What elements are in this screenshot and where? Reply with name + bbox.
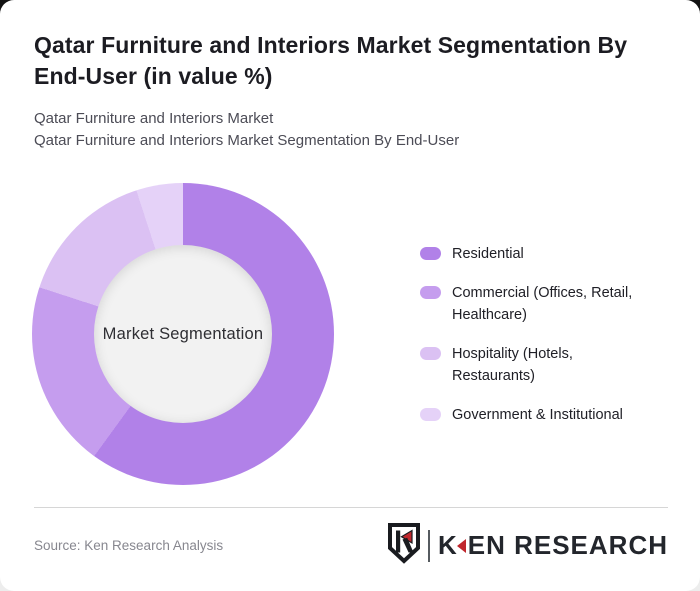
logo-wordmark: K EN RESEARCH [438, 530, 668, 561]
legend-swatch-residential [420, 247, 441, 260]
footer: Source: Ken Research Analysis K EN RESEA… [34, 507, 668, 569]
legend-label: Residential [452, 246, 524, 262]
ken-research-shield-icon [387, 522, 421, 569]
legend-item-hospitality: Hospitality (Hotels, Restaurants) [420, 343, 670, 387]
chart-title: Qatar Furniture and Interiors Market Seg… [34, 32, 628, 89]
donut-hole: Market Segmentation [94, 245, 272, 423]
subtitle-line-2: Qatar Furniture and Interiors Market Seg… [34, 131, 460, 149]
donut-chart: Market Segmentation [32, 183, 334, 485]
legend-label: Government & Institutional [452, 407, 623, 423]
legend-item-government: Government & Institutional [420, 404, 670, 426]
legend-label: Commercial (Offices, Retail, Healthcare) [452, 285, 633, 323]
legend-item-commercial: Commercial (Offices, Retail, Healthcare) [420, 282, 670, 326]
wordmark-rest: EN RESEARCH [467, 530, 668, 560]
chart-legend: Residential Commercial (Offices, Retail,… [420, 243, 670, 443]
legend-label: Hospitality (Hotels, Restaurants) [452, 346, 573, 384]
source-text: Source: Ken Research Analysis [34, 538, 224, 553]
chart-subtitle: Qatar Furniture and Interiors Market Qat… [34, 108, 654, 151]
legend-swatch-commercial [420, 286, 441, 299]
wordmark-letter-k: K [437, 530, 458, 560]
legend-swatch-hospitality [420, 347, 441, 360]
subtitle-line-1: Qatar Furniture and Interiors Market [34, 110, 274, 127]
legend-item-residential: Residential [420, 243, 670, 265]
red-triangle-icon [456, 539, 466, 553]
logo-separator [427, 529, 430, 562]
ken-research-logo: K EN RESEARCH [387, 522, 668, 569]
legend-swatch-government [420, 408, 441, 421]
donut-center-label: Market Segmentation [102, 324, 264, 343]
